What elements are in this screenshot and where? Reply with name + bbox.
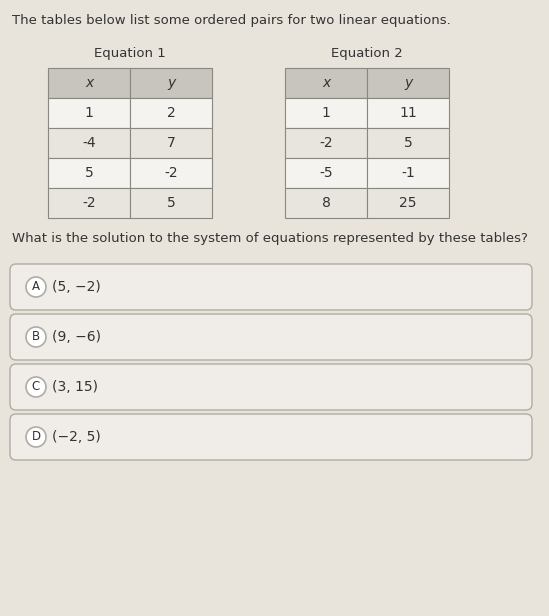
Bar	[367, 188, 449, 218]
Bar	[48, 98, 130, 128]
Bar	[48, 68, 130, 98]
Text: Equation 2: Equation 2	[331, 47, 403, 60]
Text: 2: 2	[167, 106, 175, 120]
Text: y: y	[167, 76, 175, 90]
Bar	[48, 188, 130, 218]
Bar	[285, 188, 367, 218]
Text: The tables below list some ordered pairs for two linear equations.: The tables below list some ordered pairs…	[12, 14, 451, 27]
FancyBboxPatch shape	[10, 414, 532, 460]
Bar	[367, 98, 449, 128]
Text: 7: 7	[167, 136, 175, 150]
Bar	[367, 68, 449, 98]
Text: 25: 25	[399, 196, 417, 210]
Text: -2: -2	[164, 166, 178, 180]
Text: y: y	[404, 76, 412, 90]
Text: (−2, 5): (−2, 5)	[52, 430, 101, 444]
Text: (5, −2): (5, −2)	[52, 280, 101, 294]
Text: (3, 15): (3, 15)	[52, 380, 98, 394]
Bar	[285, 128, 367, 158]
Bar	[130, 98, 212, 128]
Bar	[130, 188, 212, 218]
Text: (9, −6): (9, −6)	[52, 330, 101, 344]
Text: -1: -1	[401, 166, 415, 180]
Bar	[367, 158, 449, 188]
Text: B: B	[32, 331, 40, 344]
Text: A: A	[32, 280, 40, 293]
Bar	[367, 128, 449, 158]
Text: 5: 5	[167, 196, 175, 210]
Text: C: C	[32, 381, 40, 394]
Text: What is the solution to the system of equations represented by these tables?: What is the solution to the system of eq…	[12, 232, 528, 245]
Text: 5: 5	[404, 136, 412, 150]
Bar	[285, 98, 367, 128]
Text: 1: 1	[322, 106, 330, 120]
Text: Equation 1: Equation 1	[94, 47, 166, 60]
Text: -5: -5	[319, 166, 333, 180]
Circle shape	[26, 277, 46, 297]
FancyBboxPatch shape	[10, 264, 532, 310]
Text: 5: 5	[85, 166, 93, 180]
FancyBboxPatch shape	[10, 314, 532, 360]
Bar	[48, 128, 130, 158]
Text: x: x	[322, 76, 330, 90]
Text: -4: -4	[82, 136, 96, 150]
Bar	[285, 158, 367, 188]
Circle shape	[26, 377, 46, 397]
Bar	[130, 128, 212, 158]
FancyBboxPatch shape	[10, 364, 532, 410]
Text: 1: 1	[85, 106, 93, 120]
Bar	[130, 158, 212, 188]
Bar	[130, 68, 212, 98]
Bar	[48, 158, 130, 188]
Circle shape	[26, 427, 46, 447]
Circle shape	[26, 327, 46, 347]
Text: -2: -2	[82, 196, 96, 210]
Text: 8: 8	[322, 196, 330, 210]
Text: x: x	[85, 76, 93, 90]
Text: D: D	[31, 431, 41, 444]
Text: -2: -2	[319, 136, 333, 150]
Bar	[285, 68, 367, 98]
Text: 11: 11	[399, 106, 417, 120]
